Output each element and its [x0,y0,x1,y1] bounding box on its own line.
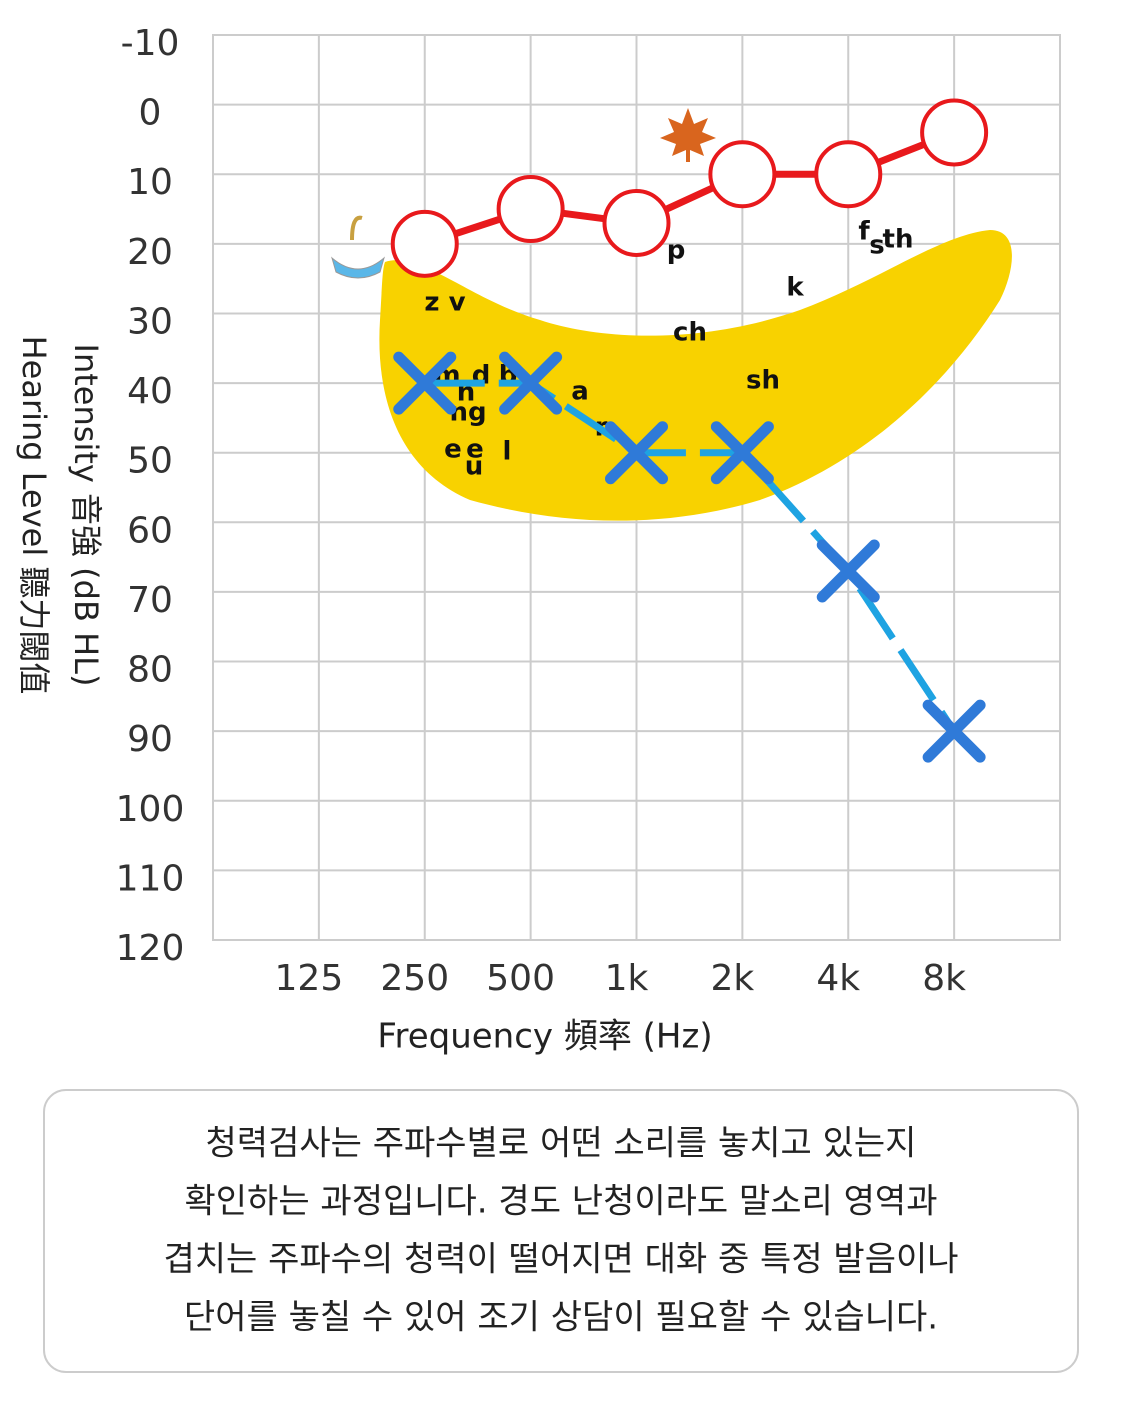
left-ear-marker [393,351,457,415]
note-line: 겹치는 주파수의 청력이 떨어지면 대화 중 특정 발음이나 [163,1240,958,1280]
right-ear-marker [814,140,883,209]
right-ear-marker [390,209,459,278]
x-tick-label: 500 [486,958,555,999]
left-ear-marker [922,699,986,763]
x-tick-label: 250 [380,958,449,999]
note-line: 청력검사는 주파수별로 어떤 소리를 놓치고 있는지 [206,1124,917,1164]
x-tick-label: 2k [710,958,754,999]
right-ear-marker [920,98,989,167]
left-ear-marker [605,421,668,485]
speech-sound: e [444,435,462,465]
speech-sound: sh [746,366,780,396]
speech-sound: ng [449,398,486,428]
note-box [43,1089,1079,1373]
series-line [424,379,958,734]
x-tick-label: 1k [605,958,649,999]
y-tick-label: 100 [116,789,185,830]
left-ear-marker [710,421,774,485]
left-ear-marker [816,539,880,603]
y-tick-label: 70 [127,580,173,621]
speech-sound: l [503,437,512,467]
speech-sound: p [667,236,686,266]
y-tick-label: -10 [121,23,180,64]
y-tick-label: 80 [127,650,173,691]
x-tick-label: 4k [816,958,860,999]
speech-sound: z v [424,288,465,318]
speech-banana [379,230,1012,521]
y-axis-title: Intensity 音強 (dB HL) Hearing Level 聽力閾值 [15,336,105,695]
x-tick-label: 8k [922,958,966,999]
y-tick-label: 0 [139,93,162,134]
grid: -10 0 10 20 30 40 50 60 70 80 90 100 110 120 125 250 500… [116,23,1060,999]
speech-sound: ch [673,318,707,348]
right-ear-marker [602,188,671,257]
y-axis-title-line: Hearing Level 聽力閾值 [15,336,53,695]
left-ear-marker [499,351,563,415]
y-axis-title-line: Intensity 音強 (dB HL) [67,344,105,687]
y-tick-label: 90 [127,719,173,760]
speech-sound: a [571,377,589,407]
y-tick-label: 10 [127,162,173,203]
speech-sound: f [858,217,870,247]
note-line: 단어를 놓칠 수 있어 조기 상담이 필요할 수 있습니다. [184,1298,938,1338]
y-tick-label: 60 [127,510,173,551]
y-tick-label: 110 [116,858,185,899]
sink-icon [331,215,385,279]
y-tick-label: 50 [127,441,173,482]
right-ear-marker [496,175,565,244]
speech-sound: th [883,225,914,255]
leaf-icon [660,108,716,162]
x-axis-title: Frequency 頻率 (Hz) [377,1017,712,1057]
y-tick-label: 40 [127,371,173,412]
y-tick-label: 120 [116,928,185,969]
speech-sound: s [869,231,884,261]
y-tick-label: 30 [127,301,173,342]
y-tick-label: 20 [127,232,173,273]
speech-sound: e [466,435,484,465]
note-line: 확인하는 과정입니다. 경도 난청이라도 말소리 영역과 [184,1182,937,1222]
speech-sound: k [786,273,804,303]
speech-sound: u [465,452,484,482]
right-ear-marker [708,140,777,209]
x-tick-label: 125 [275,958,344,999]
